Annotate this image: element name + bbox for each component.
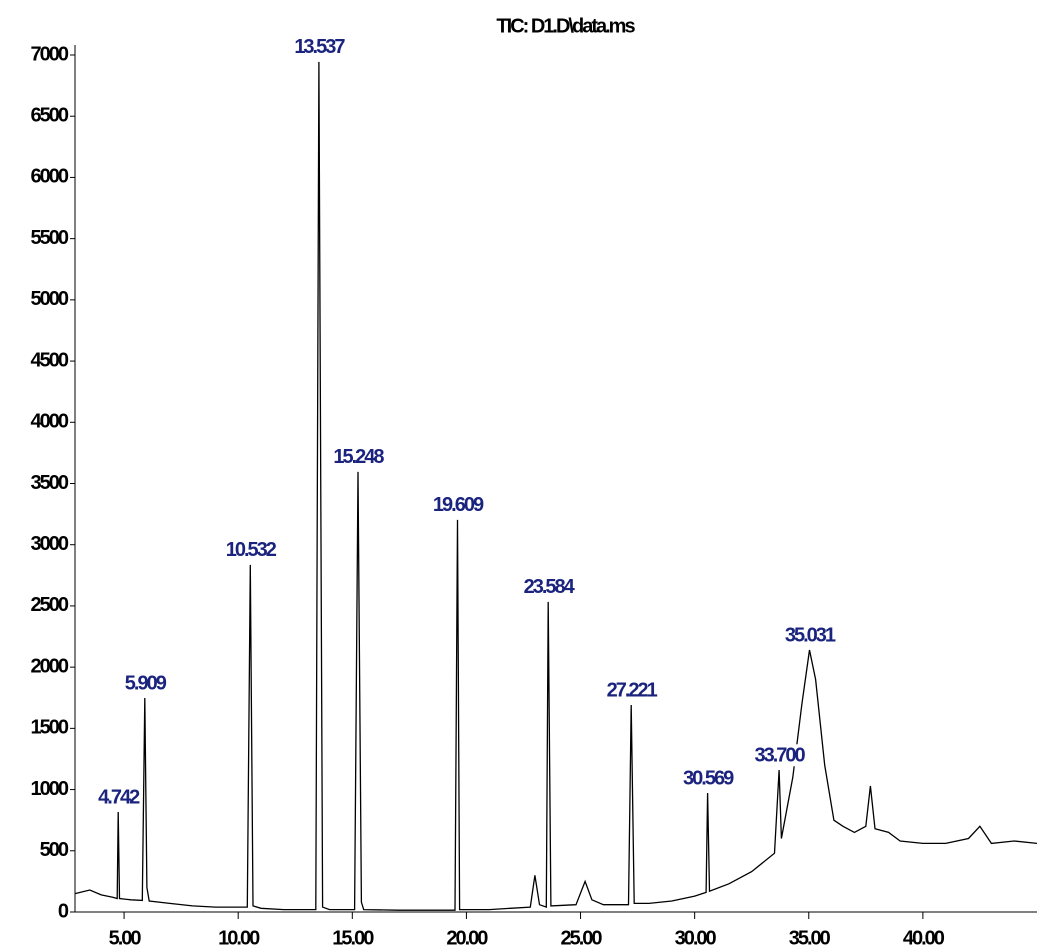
x-tick-label: 35.00 [789,927,831,949]
peak-label: 15.248 [333,446,384,468]
y-tick-label: 4000 [31,411,69,433]
y-tick-label: 6000 [31,166,69,188]
x-tick-label: 15.00 [332,927,374,949]
peak-label: 33.700 [755,744,806,766]
peak-label: 19.609 [433,494,484,516]
peak-label: 35.031 [785,624,836,646]
peak-label: 13.537 [294,36,345,58]
background [0,0,1037,951]
y-tick-label: 5000 [31,288,69,310]
peak-label: 4.742 [98,786,140,808]
y-tick-label: 2000 [31,655,69,677]
x-tick-label: 40.00 [903,927,945,949]
y-tick-label: 5500 [31,227,69,249]
y-tick-label: 3000 [31,533,69,555]
x-tick-label: 20.00 [446,927,488,949]
x-tick-label: 10.00 [218,927,260,949]
peak-label: 27.221 [607,679,658,701]
peak-label: 10.532 [226,539,277,561]
peak-label: 30.569 [683,767,734,789]
chart-title: TIC: D1.D\data.ms [496,15,635,37]
x-tick-label: 25.00 [561,927,603,949]
y-tick-label: 500 [40,839,69,861]
peak-label: 5.909 [125,672,167,694]
y-tick-label: 4500 [31,349,69,371]
y-tick-label: 1000 [31,778,69,800]
x-tick-label: 5.00 [109,927,142,949]
y-tick-label: 7000 [31,43,69,65]
y-tick-label: 1500 [31,717,69,739]
peak-label: 23.584 [524,576,576,598]
y-tick-label: 3500 [31,472,69,494]
y-tick-label: 6500 [31,104,69,126]
x-tick-label: 30.00 [675,927,717,949]
chart: TIC: D1.D\data.ms 0500100015002000250030… [0,0,1037,951]
y-tick-label: 2500 [31,594,69,616]
